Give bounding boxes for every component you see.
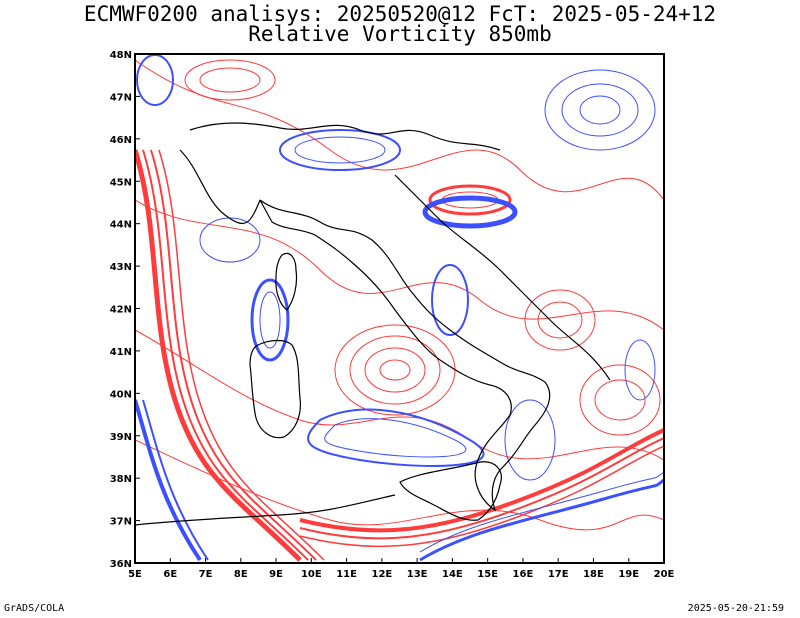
lon-tick-label: 10E: [301, 569, 322, 580]
map-subtitle: Relative Vorticity 850mb: [248, 22, 552, 46]
render-timestamp: 2025-05-20-21:59: [687, 603, 784, 614]
lat-tick-label: 39N: [110, 432, 132, 443]
lat-tick-label: 48N: [110, 50, 132, 61]
lat-tick-label: 40N: [110, 389, 132, 400]
lon-tick-label: 14E: [442, 569, 463, 580]
latitude-axis: 36N 37N 38N 39N 40N 41N 42N 43N 44N 45N 46N 47N 48N: [110, 50, 140, 570]
lat-tick-label: 45N: [110, 177, 132, 188]
lon-tick-label: 17E: [548, 569, 569, 580]
lat-tick-label: 36N: [110, 559, 132, 570]
lon-tick-label: 9E: [269, 569, 283, 580]
lat-tick-label: 43N: [110, 262, 132, 273]
lon-tick-label: 11E: [336, 569, 357, 580]
negative-vorticity-contours: [135, 54, 664, 562]
lon-tick-label: 18E: [583, 569, 604, 580]
lat-tick-label: 37N: [110, 517, 132, 528]
lat-tick-label: 46N: [110, 135, 132, 146]
lon-tick-label: 12E: [371, 569, 392, 580]
lon-tick-label: 13E: [407, 569, 428, 580]
longitude-axis: 5E 6E 7E 8E 9E 10E 11E 12E 13E 14E 15E 16E 17E 18E 19E…: [128, 558, 675, 580]
lat-tick-label: 42N: [110, 305, 132, 316]
lat-tick-label: 47N: [110, 92, 132, 103]
grads-credit: GrADS/COLA: [4, 603, 65, 614]
lon-tick-label: 6E: [163, 569, 177, 580]
lon-tick-label: 7E: [199, 569, 213, 580]
lat-tick-label: 44N: [110, 220, 132, 231]
lat-tick-label: 38N: [110, 474, 132, 485]
lon-tick-label: 15E: [477, 569, 498, 580]
lon-tick-label: 5E: [128, 569, 142, 580]
map-title: ECMWF0200 analisys: 20250520@12 FcT: 202…: [83, 2, 717, 26]
coastlines-and-borders: [135, 122, 611, 526]
positive-vorticity-contours: [135, 59, 664, 562]
lat-tick-label: 41N: [110, 347, 132, 358]
lon-tick-label: 19E: [618, 569, 639, 580]
vorticity-field: [135, 54, 664, 563]
lon-tick-label: 8E: [234, 569, 248, 580]
lon-tick-label: 16E: [513, 569, 534, 580]
lon-tick-label: 20E: [654, 569, 675, 580]
